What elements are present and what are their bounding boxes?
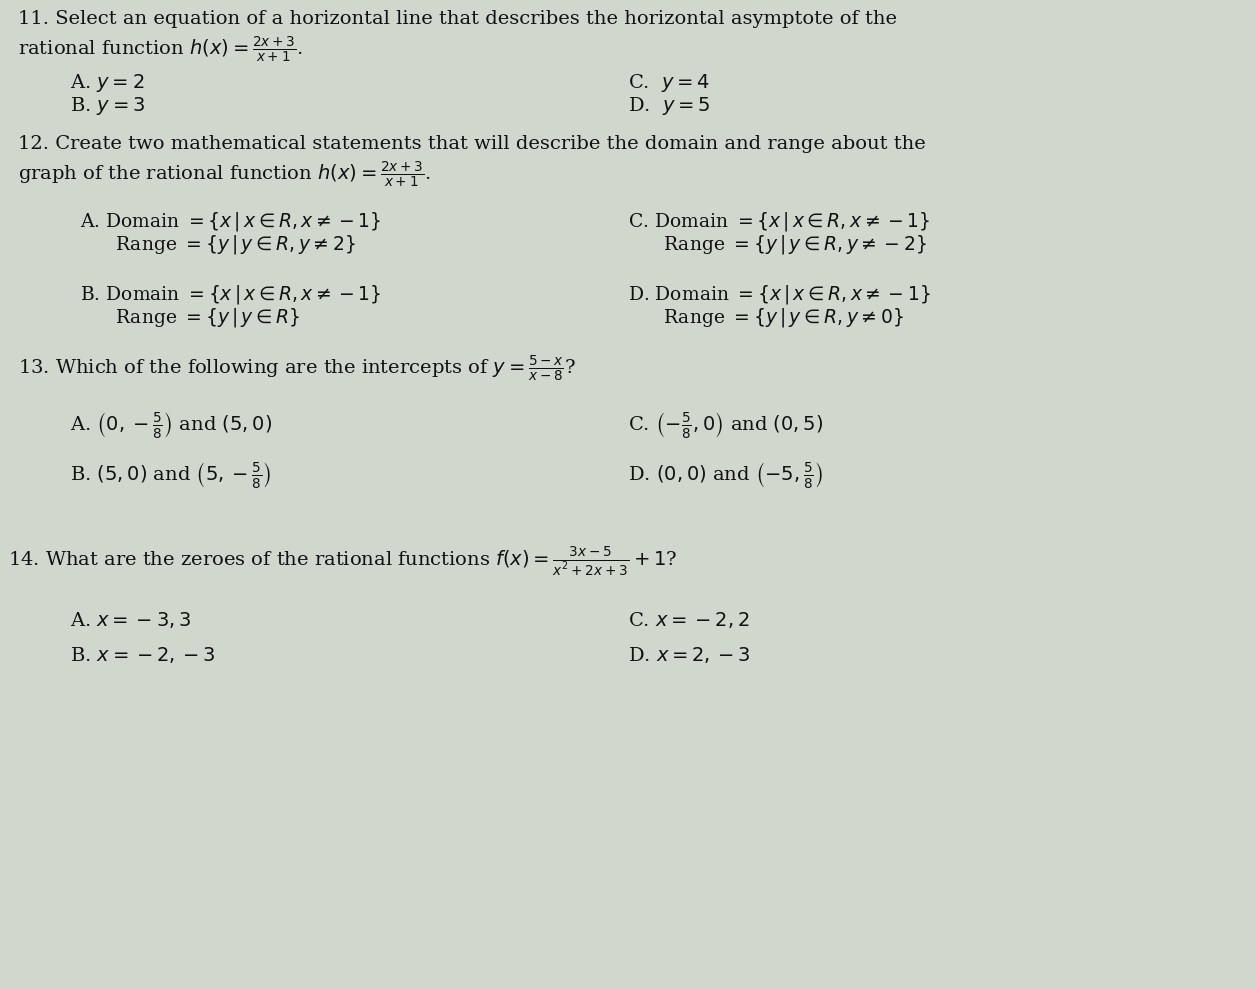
Text: B. $x = -2, -3$: B. $x = -2, -3$ [70,645,215,665]
Text: D. $(0, 0)$ and $\left(-5, \frac{5}{8}\right)$: D. $(0, 0)$ and $\left(-5, \frac{5}{8}\r… [628,460,823,490]
Text: graph of the rational function $h(x) = \frac{2x+3}{x+1}$.: graph of the rational function $h(x) = \… [18,160,431,190]
Text: Range $= \{y\,|\,y \in R, y \neq 0\}$: Range $= \{y\,|\,y \in R, y \neq 0\}$ [628,306,903,329]
Text: Range $= \{y\,|\,y \in R, y \neq -2\}$: Range $= \{y\,|\,y \in R, y \neq -2\}$ [628,233,927,256]
Text: A. Domain $= \{x\,|\,x \in R, x \neq -1\}$: A. Domain $= \{x\,|\,x \in R, x \neq -1\… [80,210,382,233]
Text: D.  $y = 5$: D. $y = 5$ [628,95,711,117]
Text: A. $\left(0, -\frac{5}{8}\right)$ and $(5, 0)$: A. $\left(0, -\frac{5}{8}\right)$ and $(… [70,410,273,440]
Text: 12. Create two mathematical statements that will describe the domain and range a: 12. Create two mathematical statements t… [18,135,926,153]
Text: A. $x = -3, 3$: A. $x = -3, 3$ [70,610,191,630]
Text: Range $= \{y\,|\,y \in R, y \neq 2\}$: Range $= \{y\,|\,y \in R, y \neq 2\}$ [80,233,355,256]
Text: 13. Which of the following are the intercepts of $y = \frac{5-x}{x-8}$?: 13. Which of the following are the inter… [18,354,575,384]
Text: C.  $y = 4$: C. $y = 4$ [628,72,711,94]
Text: D. Domain $= \{x\,|\,x \in R, x \neq -1\}$: D. Domain $= \{x\,|\,x \in R, x \neq -1\… [628,283,931,306]
Text: B. $(5, 0)$ and $\left(5, -\frac{5}{8}\right)$: B. $(5, 0)$ and $\left(5, -\frac{5}{8}\r… [70,460,271,490]
Text: 14. What are the zeroes of the rational functions $f(x) = \frac{3x-5}{x^2+2x+3} : 14. What are the zeroes of the rational … [8,545,677,578]
Text: C. $x = -2, 2$: C. $x = -2, 2$ [628,610,750,630]
Text: A. $y = 2$: A. $y = 2$ [70,72,144,94]
Text: B. $y = 3$: B. $y = 3$ [70,95,144,117]
Text: B. Domain $= \{x\,|\,x \in R, x \neq -1\}$: B. Domain $= \{x\,|\,x \in R, x \neq -1\… [80,283,382,306]
Text: C. Domain $= \{x\,|\,x \in R, x \neq -1\}$: C. Domain $= \{x\,|\,x \in R, x \neq -1\… [628,210,929,233]
Text: D. $x = 2, -3$: D. $x = 2, -3$ [628,645,751,665]
Text: C. $\left(-\frac{5}{8}, 0\right)$ and $(0, 5)$: C. $\left(-\frac{5}{8}, 0\right)$ and $(… [628,410,824,440]
Text: 11. Select an equation of a horizontal line that describes the horizontal asympt: 11. Select an equation of a horizontal l… [18,10,897,28]
Text: Range $= \{y\,|\,y \in R\}$: Range $= \{y\,|\,y \in R\}$ [80,306,300,329]
Text: rational function $h(x) = \frac{2x+3}{x+1}$.: rational function $h(x) = \frac{2x+3}{x+… [18,35,303,65]
